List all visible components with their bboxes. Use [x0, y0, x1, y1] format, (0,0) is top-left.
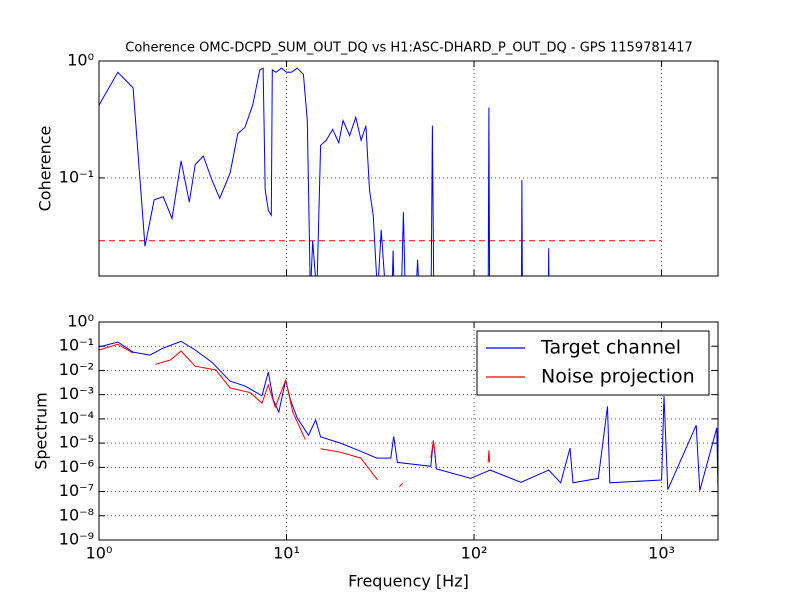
series-line: [99, 343, 491, 487]
x-tick-label: 10⁰: [86, 544, 113, 563]
y-tick-label: 10⁻²: [59, 360, 94, 379]
x-axis-label: Frequency [Hz]: [348, 572, 469, 591]
axes-frame: [98, 60, 719, 277]
legend-box: [476, 330, 710, 396]
chart-title: Coherence OMC-DCPD_SUM_OUT_DQ vs H1:ASC-…: [125, 41, 692, 56]
x-tick-label: 10¹: [273, 544, 300, 563]
y-tick-label: 10⁻³: [59, 384, 94, 403]
y-tick-label: 10⁻¹: [59, 336, 94, 355]
y-tick-label: 10⁻⁷: [59, 481, 94, 500]
legend-label: Target channel: [540, 337, 681, 359]
y-tick-label: 10⁻⁶: [59, 457, 94, 476]
x-tick-label: 10³: [648, 544, 675, 563]
series-line: [99, 67, 550, 276]
y-tick-label: 10⁻⁹: [59, 530, 94, 549]
series-line: [99, 340, 718, 491]
y-axis-label: Coherence: [36, 126, 55, 212]
y-tick-label: 10⁻⁸: [59, 505, 94, 524]
legend-label: Noise projection: [541, 366, 695, 388]
axes-frame: [98, 321, 719, 541]
y-tick-label: 10⁰: [67, 312, 94, 331]
y-tick-label: 10⁻⁴: [59, 408, 94, 427]
y-tick-label: 10⁻¹: [59, 167, 94, 186]
y-tick-label: 10⁻⁵: [59, 433, 94, 452]
x-tick-label: 10²: [461, 544, 488, 563]
y-axis-label: Spectrum: [32, 392, 51, 470]
y-tick-label: 10⁰: [67, 51, 94, 70]
